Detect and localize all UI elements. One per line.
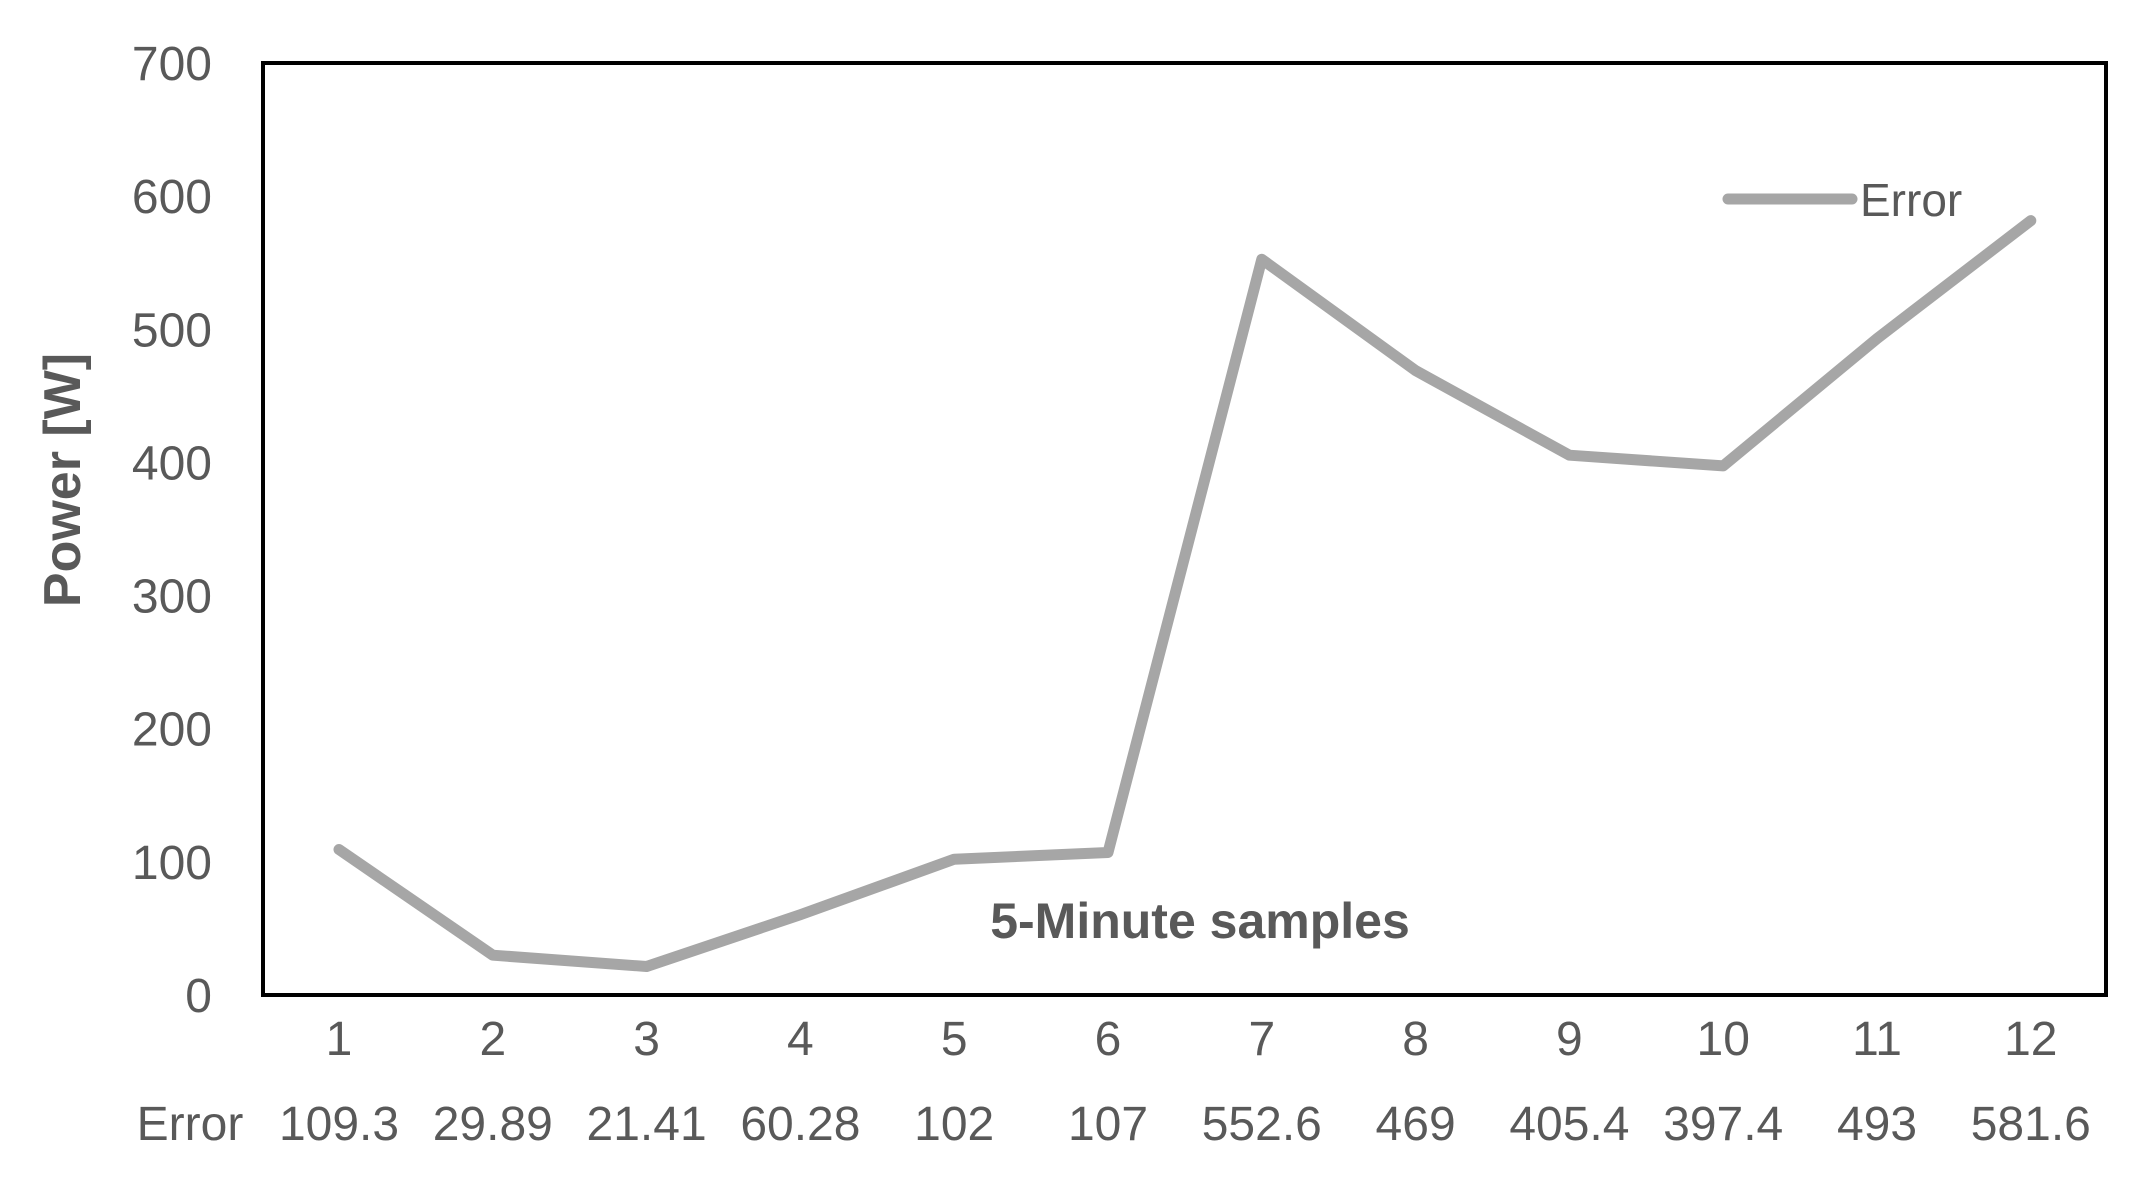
x-tick-label: 9 [1556,1013,1583,1066]
series-layer [333,215,2037,972]
y-tick-label: 400 [132,437,212,490]
data-table-value: 397.4 [1663,1098,1783,1151]
series-line-error [333,215,2037,972]
chart-annotation: 5-Minute samples [990,893,1410,949]
x-tick-label: 8 [1402,1013,1429,1066]
data-point [487,950,498,961]
y-tick-label: 0 [185,970,212,1023]
data-table-value: 29.89 [433,1098,553,1151]
data-point [795,909,806,920]
x-tick-label: 12 [2004,1013,2057,1066]
data-table: Error 109.3 29.89 21.41 60.28 102 107 552.6 469… [137,1098,2091,1151]
x-tick-label: 5 [941,1013,968,1066]
x-tick-label: 3 [633,1013,660,1066]
data-table-value: 60.28 [740,1098,860,1151]
y-tick-label: 500 [132,304,212,357]
y-tick-label: 100 [132,837,212,890]
data-table-value: 405.4 [1509,1098,1629,1151]
legend: Error [1722,174,1962,226]
x-tick-label: 4 [787,1013,814,1066]
data-point [949,854,960,865]
data-point [334,844,344,855]
data-point [641,961,652,972]
x-tick-label: 2 [479,1013,506,1066]
legend-label-error: Error [1860,174,1962,226]
y-tick-label: 600 [132,171,212,224]
data-table-value: 102 [914,1098,994,1151]
y-axis-title: Power [W] [34,353,92,607]
data-point [1103,847,1113,858]
y-tick-label: 200 [132,704,212,757]
data-point [1410,365,1421,376]
x-tick-label: 1 [326,1013,353,1066]
data-point [1256,254,1267,265]
x-tick-label: 7 [1248,1013,1275,1066]
y-tick-label: 300 [132,571,212,624]
x-tick-label: 6 [1095,1013,1122,1066]
data-point [2025,215,2036,226]
data-table-value: 581.6 [1971,1098,2091,1151]
data-table-value: 493 [1837,1098,1917,1151]
x-tick-label: 11 [1852,1013,1902,1066]
data-table-value: 109.3 [279,1098,399,1151]
data-point [1872,333,1882,344]
y-axis-ticks: 0 100 200 300 400 500 600 700 [132,38,212,1023]
data-table-value: 21.41 [587,1098,707,1151]
plot-area-frame [261,61,2108,997]
y-tick-label: 700 [132,38,212,91]
data-point [1564,450,1575,461]
x-axis-ticks: 1 2 3 4 5 6 7 8 9 10 11 12 [326,1013,2058,1066]
data-table-value: 552.6 [1202,1098,1322,1151]
data-point [1718,460,1729,471]
data-table-row-label: Error [137,1098,244,1151]
data-table-value: 107 [1068,1098,1148,1151]
data-table-value: 469 [1376,1098,1456,1151]
x-tick-label: 10 [1697,1013,1750,1066]
